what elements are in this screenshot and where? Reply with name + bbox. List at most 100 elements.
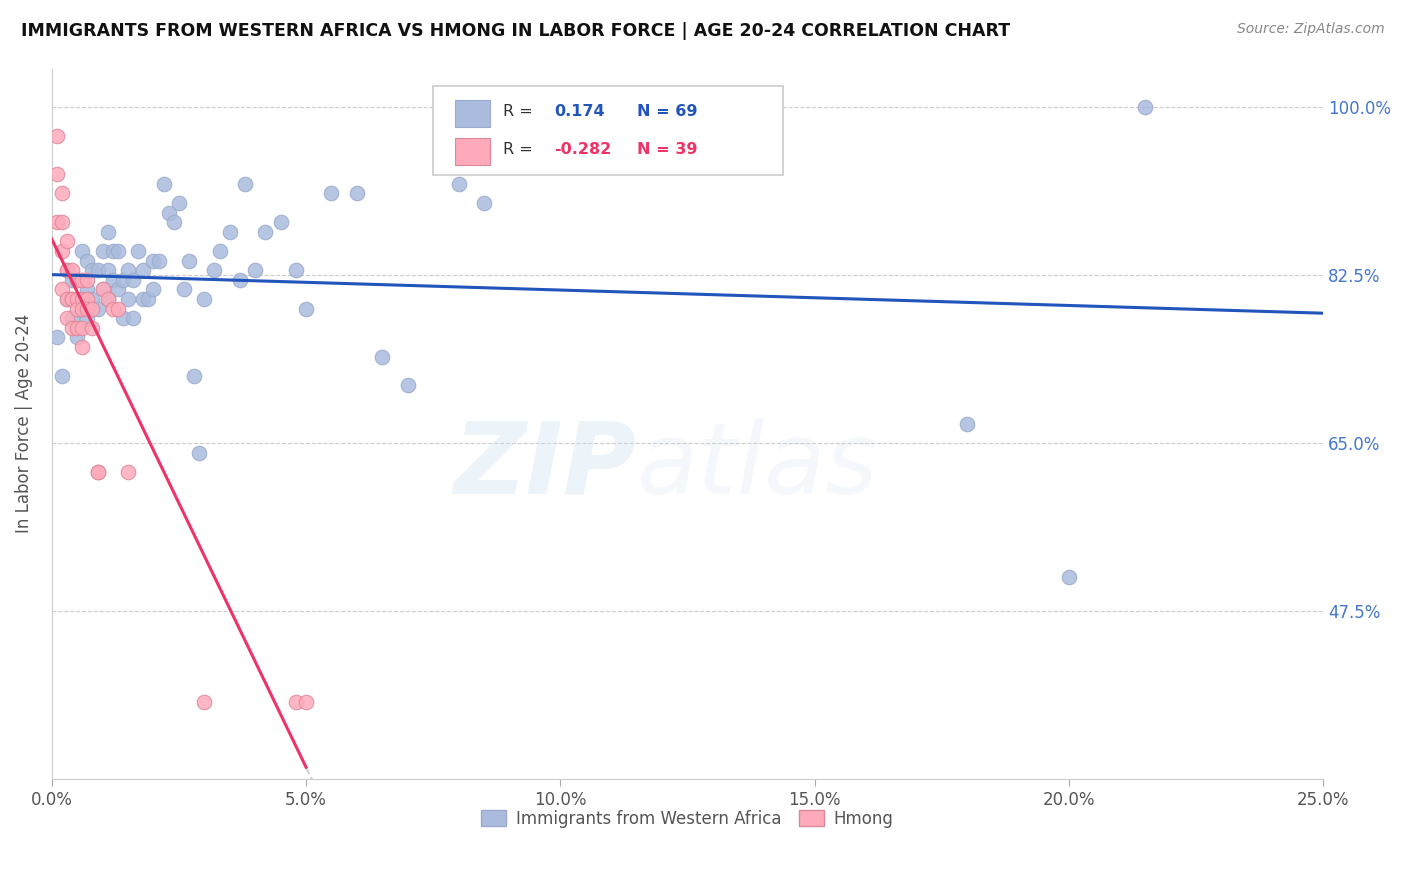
Point <box>270 215 292 229</box>
Point <box>117 292 139 306</box>
Point <box>51 282 73 296</box>
Text: Source: ZipAtlas.com: Source: ZipAtlas.com <box>1237 22 1385 37</box>
Point <box>107 301 129 316</box>
Point <box>66 292 89 306</box>
Point <box>229 273 252 287</box>
Point <box>60 273 83 287</box>
Point <box>66 330 89 344</box>
Point <box>243 263 266 277</box>
Point <box>173 282 195 296</box>
Text: -0.282: -0.282 <box>554 142 612 157</box>
Point <box>447 177 470 191</box>
Point <box>91 282 114 296</box>
Point <box>142 282 165 296</box>
Point <box>107 282 129 296</box>
Point <box>56 263 79 277</box>
Text: atlas: atlas <box>637 417 879 515</box>
Point <box>60 320 83 334</box>
Point <box>498 157 520 171</box>
Point <box>76 292 98 306</box>
Point <box>1057 570 1080 584</box>
Point <box>45 330 67 344</box>
Point <box>101 273 124 287</box>
Point <box>188 445 211 459</box>
Text: R =: R = <box>503 104 538 120</box>
Point <box>76 301 98 316</box>
Point <box>111 273 134 287</box>
Point <box>51 244 73 258</box>
Point <box>284 263 307 277</box>
Point <box>72 320 94 334</box>
Point <box>117 465 139 479</box>
Point <box>72 273 94 287</box>
Point <box>45 128 67 143</box>
Point <box>72 301 94 316</box>
Point <box>132 292 155 306</box>
Point <box>60 311 83 326</box>
Point <box>101 301 124 316</box>
Point <box>193 695 215 709</box>
Point <box>76 311 98 326</box>
Point <box>91 282 114 296</box>
Text: IMMIGRANTS FROM WESTERN AFRICA VS HMONG IN LABOR FORCE | AGE 20-24 CORRELATION C: IMMIGRANTS FROM WESTERN AFRICA VS HMONG … <box>21 22 1011 40</box>
Point <box>72 273 94 287</box>
Point <box>66 301 89 316</box>
Point <box>472 195 495 210</box>
Point <box>86 263 108 277</box>
Point <box>82 320 104 334</box>
Point <box>295 301 318 316</box>
Point <box>295 695 318 709</box>
Point <box>56 235 79 249</box>
Point <box>117 263 139 277</box>
Point <box>101 244 124 258</box>
Point <box>76 282 98 296</box>
Point <box>218 225 240 239</box>
FancyBboxPatch shape <box>433 87 783 175</box>
Point <box>371 350 394 364</box>
Point <box>56 311 79 326</box>
Point <box>82 292 104 306</box>
Point <box>956 417 979 431</box>
Point <box>142 253 165 268</box>
Bar <box>454 100 491 127</box>
Text: N = 39: N = 39 <box>637 142 697 157</box>
Point <box>1133 100 1156 114</box>
Point <box>97 263 120 277</box>
Point <box>82 301 104 316</box>
Point <box>152 177 174 191</box>
Point <box>107 244 129 258</box>
Legend: Immigrants from Western Africa, Hmong: Immigrants from Western Africa, Hmong <box>475 803 900 835</box>
Point <box>208 244 231 258</box>
Point <box>204 263 226 277</box>
Point <box>72 244 94 258</box>
Point <box>60 292 83 306</box>
Point <box>72 340 94 354</box>
Point <box>86 465 108 479</box>
Point <box>56 263 79 277</box>
Point <box>91 244 114 258</box>
Point <box>86 465 108 479</box>
Point <box>97 292 120 306</box>
Point <box>157 205 180 219</box>
Point <box>51 215 73 229</box>
Point <box>45 167 67 181</box>
Bar <box>454 138 491 165</box>
Point <box>163 215 186 229</box>
Text: R =: R = <box>503 142 538 157</box>
Point <box>76 273 98 287</box>
Point <box>51 368 73 383</box>
Point <box>132 263 155 277</box>
Point <box>76 253 98 268</box>
Point <box>167 195 190 210</box>
Point <box>122 311 145 326</box>
Point <box>284 695 307 709</box>
Point <box>346 186 368 201</box>
Point <box>82 263 104 277</box>
Point <box>51 186 73 201</box>
Point <box>56 292 79 306</box>
Point <box>72 301 94 316</box>
Point <box>97 225 120 239</box>
Point <box>60 263 83 277</box>
Point <box>396 378 419 392</box>
Point <box>86 301 108 316</box>
